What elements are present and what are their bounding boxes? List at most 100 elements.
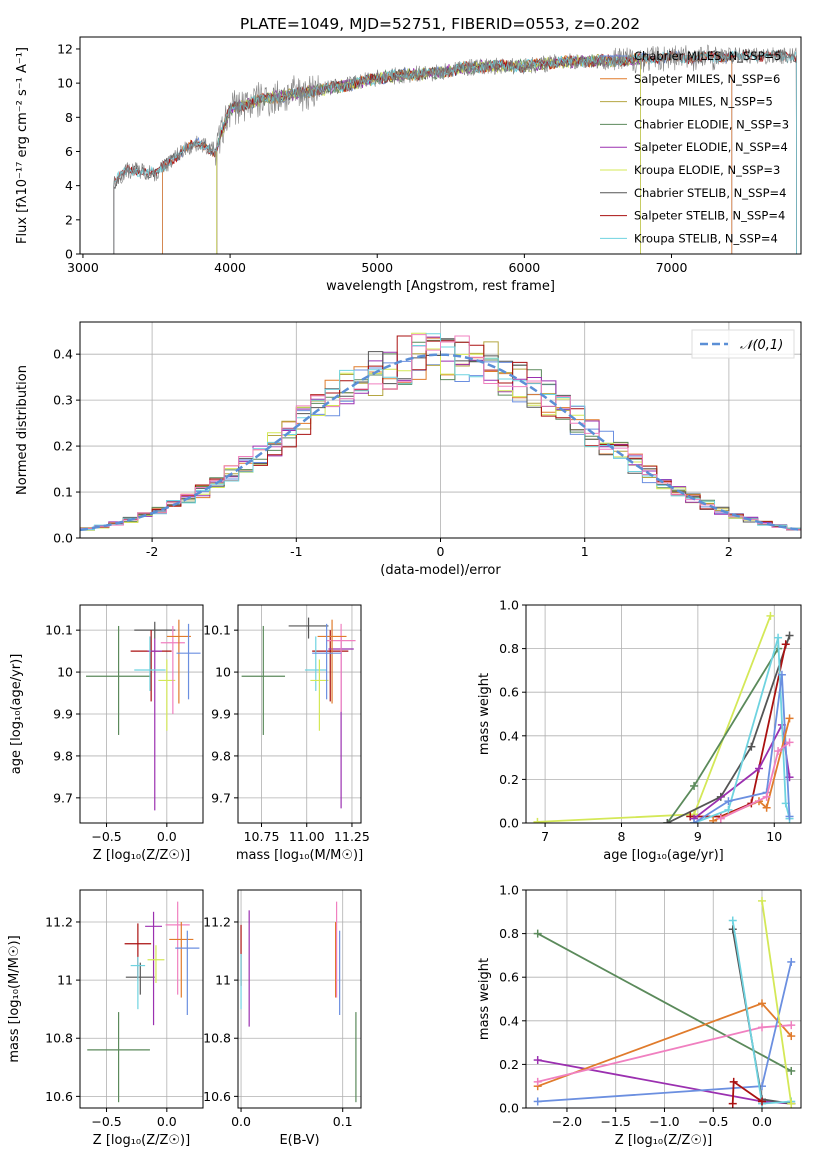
axes-frame	[525, 604, 802, 824]
model-spectrum-line	[216, 54, 641, 254]
chart-weight-vs-z: −2.0 −1.5 −1.0 −0.5 0.0 0.0 0.2 0.4 0.6 0.8 1.0 Z […	[477, 883, 802, 1148]
x-tick-label: 9	[694, 829, 702, 844]
axes-frame	[237, 889, 362, 1109]
y-tick-label: 10	[57, 665, 73, 680]
x-axis-label: (data-model)/error	[380, 563, 501, 578]
x-tick-label: −1.0	[649, 1114, 679, 1129]
x-tick-label: -1	[290, 544, 302, 559]
chart-mass-vs-ebv: 0.0 0.1 10.6 10.8 11 11.2 E(B-V)	[203, 889, 362, 1148]
model-spectrum-line	[113, 49, 797, 254]
chart-age-vs-z: −0.5 0.0 9.7 9.8 9.9 10 10.1 Z [log₁₀(Z/Z☉)] age…	[9, 604, 204, 863]
y-tick-label: 10.1	[45, 623, 73, 638]
x-tick-label: −2.0	[552, 1114, 582, 1129]
model-spectrum-line	[216, 54, 641, 254]
y-tick-label: 2	[65, 212, 73, 227]
x-axis-label: wavelength [Angstrom, rest frame]	[326, 279, 555, 294]
legend-label: Kroupa STELIB, N_SSP=4	[634, 231, 778, 245]
plot-area	[87, 901, 200, 1103]
x-tick-label: −1.5	[601, 1114, 631, 1129]
y-tick-label: 0.2	[499, 1057, 519, 1072]
y-axis-label: Normed distribution	[15, 365, 30, 495]
y-tick-label: 0.1	[53, 485, 73, 500]
plot-area	[86, 619, 201, 811]
y-tick-label: 9.7	[53, 790, 73, 805]
y-tick-label: 8	[65, 110, 73, 125]
legend-label: 𝒩(0,1)	[740, 338, 783, 353]
y-tick-label: 0.4	[499, 728, 519, 743]
x-tick-label: 11.00	[289, 829, 325, 844]
y-tick-label: 1.0	[499, 598, 519, 613]
y-tick-label: 0.8	[499, 641, 519, 656]
x-tick-label: 0	[437, 544, 445, 559]
plot-area	[240, 901, 357, 1103]
plot-area	[80, 332, 801, 532]
y-tick-label: 4	[65, 178, 73, 193]
legend-label: Chabrier MILES, N_SSP=5	[634, 49, 781, 63]
plot-area	[533, 896, 796, 1108]
y-tick-label: 0.0	[53, 531, 73, 546]
model-spectrum-line	[216, 53, 641, 254]
x-tick-label: 7000	[656, 260, 688, 275]
legend-label: Salpeter ELODIE, N_SSP=4	[634, 140, 788, 154]
x-tick-label: 0.0	[231, 1114, 251, 1129]
y-tick-label: 0.6	[499, 970, 519, 985]
x-tick-label: 5000	[361, 260, 393, 275]
axes-frame	[79, 36, 802, 255]
x-tick-label: 11.25	[334, 829, 370, 844]
weight-line	[537, 932, 792, 1072]
y-tick-label: 0.2	[53, 439, 73, 454]
plot-area	[241, 617, 356, 809]
y-tick-label: 11.2	[203, 914, 231, 929]
y-tick-label: 10.1	[203, 623, 231, 638]
x-axis-label: Z [log₁₀(Z/Z☉)]	[93, 1133, 190, 1148]
chart-mass-vs-z: −0.5 0.0 10.6 10.8 11 11.2 Z [log₁₀(Z/Z☉)] mass…	[7, 889, 204, 1148]
x-tick-label: −0.5	[91, 1114, 121, 1129]
y-tick-label: 10.8	[45, 1031, 73, 1046]
y-tick-label: 0.0	[499, 816, 519, 831]
chart-spectrum: Chabrier MILES, N_SSP=5 Salpeter MILES, N…	[15, 36, 802, 294]
x-axis-label: Z [log₁₀(Z/Z☉)]	[615, 1133, 712, 1148]
y-tick-label: 0.4	[53, 347, 73, 362]
x-tick-label: 0.0	[157, 829, 177, 844]
weight-line	[720, 741, 791, 820]
legend-label: Chabrier STELIB, N_SSP=4	[634, 186, 786, 200]
x-tick-label: −0.5	[698, 1114, 728, 1129]
x-tick-label: -2	[146, 544, 158, 559]
legend: Chabrier MILES, N_SSP=5 Salpeter MILES, N…	[600, 49, 789, 245]
legend-label: Chabrier ELODIE, N_SSP=3	[634, 117, 789, 131]
y-tick-label: 11	[57, 973, 73, 988]
figure-title: PLATE=1049, MJD=52751, FIBERID=0553, z=0…	[240, 15, 640, 33]
axes-frame	[79, 889, 204, 1109]
x-tick-label: −0.5	[91, 829, 121, 844]
plot-area	[113, 44, 797, 254]
chart-weight-vs-age: 7 8 9 10 0.0 0.2 0.4 0.6 0.8 1.0 age [log₁₀(age/yr…	[477, 598, 802, 863]
axes-frame	[525, 889, 802, 1109]
observed-spectrum-line	[113, 44, 797, 254]
x-tick-label: 1	[581, 544, 589, 559]
y-tick-label: 0.2	[499, 772, 519, 787]
y-tick-label: 9.9	[53, 707, 73, 722]
legend-frame	[691, 329, 795, 359]
y-tick-label: 9.8	[53, 748, 73, 763]
y-tick-label: 6	[65, 144, 73, 159]
weight-line	[666, 635, 791, 823]
x-tick-label: 6000	[508, 260, 540, 275]
y-tick-label: 10.6	[203, 1089, 231, 1104]
x-axis-label: Z [log₁₀(Z/Z☉)]	[93, 848, 190, 863]
x-axis-label: age [log₁₀(age/yr)]	[603, 848, 724, 863]
chart-residuals: 𝒩(0,1) -2 -1 0 1 2 0.0 0.1 0.2 0.3 0.4 (data-model)…	[15, 321, 802, 578]
y-tick-label: 1.0	[499, 883, 519, 898]
y-tick-label: 0.8	[499, 926, 519, 941]
y-axis-label: mass weight	[477, 673, 492, 755]
x-tick-label: 0.1	[333, 1114, 353, 1129]
x-tick-label: 3000	[67, 260, 99, 275]
y-tick-label: 10.8	[203, 1031, 231, 1046]
y-axis-label: mass [log₁₀(M/M☉)]	[7, 935, 22, 1062]
x-tick-label: 0.0	[157, 1114, 177, 1129]
y-tick-label: 0.3	[53, 393, 73, 408]
y-tick-label: 0.0	[499, 1101, 519, 1116]
y-tick-label: 9.7	[211, 790, 231, 805]
y-tick-label: 11	[215, 973, 231, 988]
y-axis-label: age [log₁₀(age/yr)]	[9, 654, 24, 775]
